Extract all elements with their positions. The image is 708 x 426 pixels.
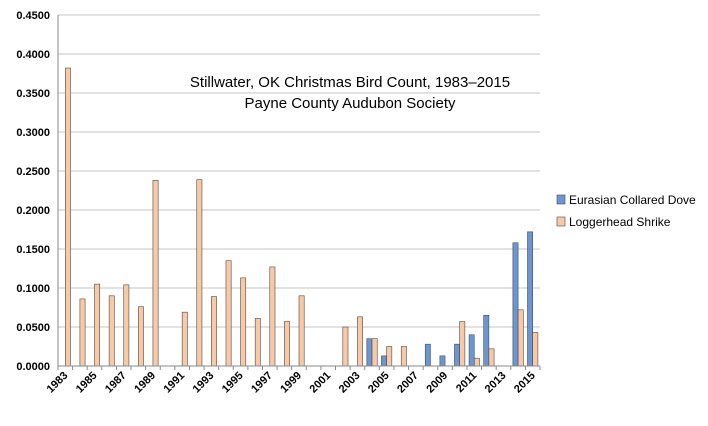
dove-bar-2012 [483, 314, 490, 367]
legend-label-dove: Eurasian Collared Dove [569, 193, 696, 207]
shrike-bar-1992 [196, 179, 203, 367]
x-tick-label: 1997 [249, 370, 275, 396]
shrike-bar-1988 [138, 306, 144, 367]
x-tick-label: 1987 [103, 370, 129, 396]
shrike-bar-1985 [94, 283, 101, 367]
x-tick-label: 1991 [161, 370, 187, 396]
shrike-bar-1996 [254, 318, 261, 367]
x-tick-label: 1999 [278, 370, 304, 396]
x-tick-label: 2003 [337, 370, 363, 396]
y-axis-ticks: 0.0000 0.0500 0.1000 0.1500 0.2000 0.2500 0.30… [16, 10, 50, 373]
shrike-bar-2002 [342, 326, 349, 367]
chart-title: Stillwater, OK Christmas Bird Count, 198… [190, 74, 510, 91]
shrike-bar-1984 [79, 298, 86, 367]
shrike-bar-1994 [225, 260, 232, 367]
dove-bar-2004 [366, 338, 373, 367]
dove-bar-2011 [468, 334, 475, 367]
shrike-bar-1997 [269, 266, 276, 367]
dove-bar-2005 [381, 355, 387, 367]
dove-bar-2010 [454, 343, 460, 367]
chart-subtitle: Payne County Audubon Society [245, 95, 456, 112]
dove-bar-2009 [439, 355, 446, 367]
shrike-bar-1995 [240, 277, 247, 367]
x-tick-label: 1989 [132, 370, 158, 396]
y-tick-label: 0.3000 [16, 127, 50, 139]
shrike-bar-2014 [517, 309, 524, 367]
x-tick-label: 2009 [424, 370, 450, 396]
y-tick-label: 0.1500 [16, 244, 50, 256]
y-tick-label: 0.4000 [16, 49, 50, 61]
shrike-bar-1986 [108, 295, 115, 367]
shrike-bar-2012 [488, 348, 495, 367]
x-tick-label: 1985 [74, 370, 100, 396]
shrike-bar-1998 [284, 321, 290, 367]
shrike-bar-1991 [181, 311, 188, 367]
y-tick-label: 0.2000 [16, 205, 50, 217]
x-tick-label: 2015 [512, 370, 538, 396]
legend-swatch-shrike [556, 216, 566, 227]
shrike-bar-2003 [357, 316, 363, 367]
bars [65, 67, 539, 367]
shrike-bar-2015 [532, 332, 539, 367]
shrike-bar-2006 [400, 346, 407, 367]
shrike-bar-1983 [65, 67, 71, 367]
dove-bar-2015 [527, 231, 533, 367]
y-tick-label: 0.2500 [16, 166, 50, 178]
x-tick-label: 1995 [220, 370, 246, 396]
shrike-bar-1987 [123, 284, 130, 367]
x-tick-label: 2001 [308, 370, 334, 396]
shrike-bar-1989 [152, 180, 159, 367]
dove-bar-2008 [424, 343, 431, 367]
x-tick-label: 1993 [191, 370, 217, 396]
x-tick-label: 2011 [454, 370, 479, 395]
y-tick-label: 0.0500 [16, 322, 50, 334]
y-tick-label: 0.1000 [16, 283, 50, 295]
x-axis-ticks: 1983 1985 1987 1989 1991 1993 1995 1997 1999 2001… [45, 366, 541, 396]
shrike-bar-2011 [473, 357, 480, 367]
shrike-bar-1999 [298, 295, 305, 367]
y-tick-label: 0.3500 [16, 88, 50, 100]
y-tick-label: 0.4500 [16, 10, 50, 22]
x-tick-label: 2013 [483, 370, 509, 396]
shrike-bar-2010 [459, 321, 466, 367]
legend-swatch-dove [556, 194, 566, 205]
legend-label-shrike: Loggerhead Shrike [569, 215, 671, 229]
dove-bar-2014 [512, 242, 519, 367]
shrike-bar-2005 [386, 346, 393, 367]
y-tick-label: 0.0000 [16, 361, 50, 373]
x-tick-label: 2007 [395, 370, 421, 396]
shrike-bar-2004 [371, 338, 378, 367]
legend: Eurasian Collared Dove Loggerhead Shrike [556, 193, 696, 229]
x-tick-label: 2005 [366, 370, 392, 396]
axes [57, 15, 540, 367]
x-tick-label: 1983 [45, 370, 71, 396]
shrike-bar-1993 [211, 296, 217, 367]
